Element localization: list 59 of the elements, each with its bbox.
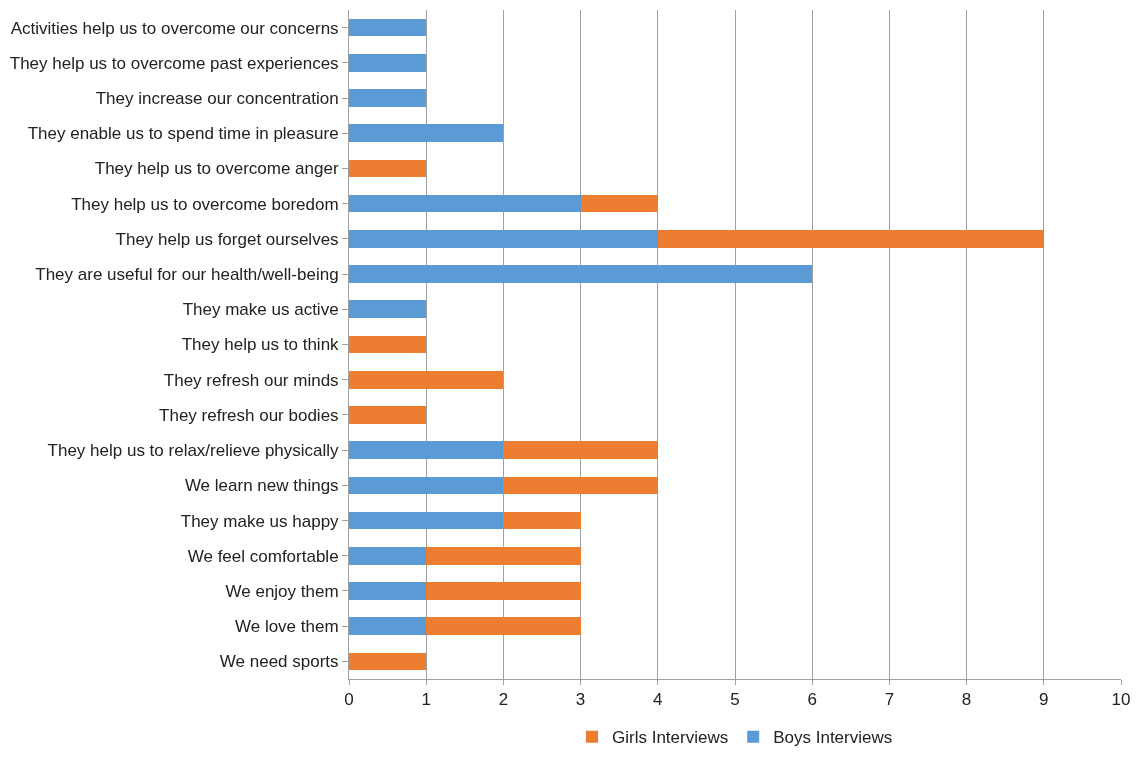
bar <box>349 546 427 565</box>
bar <box>503 511 581 530</box>
y-tick-label: They increase our concentration <box>95 88 339 108</box>
y-tick-label: We love them <box>234 617 339 637</box>
y-tick-label: They help us to think <box>181 335 340 355</box>
x-tick-label: 0 <box>344 690 354 710</box>
y-tick-label: They help us to overcome boredom <box>71 194 339 214</box>
y-tick-label: They are useful for our health/well-being <box>35 265 339 285</box>
bar <box>426 546 581 565</box>
y-tick-label: They help us forget ourselves <box>115 229 339 249</box>
y-tick-label: We learn new things <box>184 476 339 496</box>
bar <box>349 441 504 459</box>
x-tick-label: 9 <box>1039 690 1049 710</box>
bar <box>349 194 581 213</box>
y-tick-label: They enable us to spend time in pleasure <box>27 124 339 144</box>
bar <box>349 265 813 283</box>
bar <box>349 230 658 248</box>
bar <box>426 617 581 635</box>
x-tick-label: 1 <box>421 690 431 710</box>
bar <box>349 652 427 671</box>
y-tick-label: Activities help us to overcome our concerns <box>10 18 339 38</box>
y-tick-label: They help us to relax/relieve physically <box>47 441 340 461</box>
x-tick-label: 2 <box>498 690 509 710</box>
bar <box>349 89 427 107</box>
x-tick-label: 8 <box>961 690 972 710</box>
y-tick-label: They refresh our minds <box>163 370 339 390</box>
x-tick-label: 5 <box>730 690 740 710</box>
x-tick-label: 3 <box>575 690 586 710</box>
bar <box>349 617 427 635</box>
bar <box>580 194 658 213</box>
bar <box>657 230 1044 248</box>
y-tick-label: We enjoy them <box>225 581 339 601</box>
bar <box>349 582 427 600</box>
bar <box>503 476 658 495</box>
bar <box>349 54 427 72</box>
y-tick-label: We need sports <box>219 652 339 672</box>
x-tick-label: 7 <box>884 690 895 710</box>
bar <box>426 582 581 600</box>
bar <box>503 441 658 459</box>
y-tick-label: They make us active <box>182 300 339 320</box>
bar <box>349 300 427 319</box>
bar <box>349 370 504 389</box>
y-tick-label: They help us to overcome past experiences <box>9 53 339 73</box>
bar <box>349 124 504 143</box>
y-tick-label: They make us happy <box>180 511 340 531</box>
legend-label: Boys Interviews <box>773 728 893 748</box>
bar <box>349 159 427 178</box>
y-tick-label: They help us to overcome anger <box>94 159 339 179</box>
y-tick-label: We feel comfortable <box>187 546 339 566</box>
bar <box>349 476 504 495</box>
bar <box>349 18 427 37</box>
x-tick-label: 6 <box>807 690 817 710</box>
y-tick-label: They refresh our bodies <box>159 405 339 425</box>
legend-label: Girls Interviews <box>612 728 729 748</box>
x-tick-label: 10 <box>1111 690 1131 710</box>
bar <box>349 335 427 354</box>
bar <box>349 406 427 424</box>
x-tick-label: 4 <box>653 690 663 710</box>
bar <box>349 511 504 530</box>
